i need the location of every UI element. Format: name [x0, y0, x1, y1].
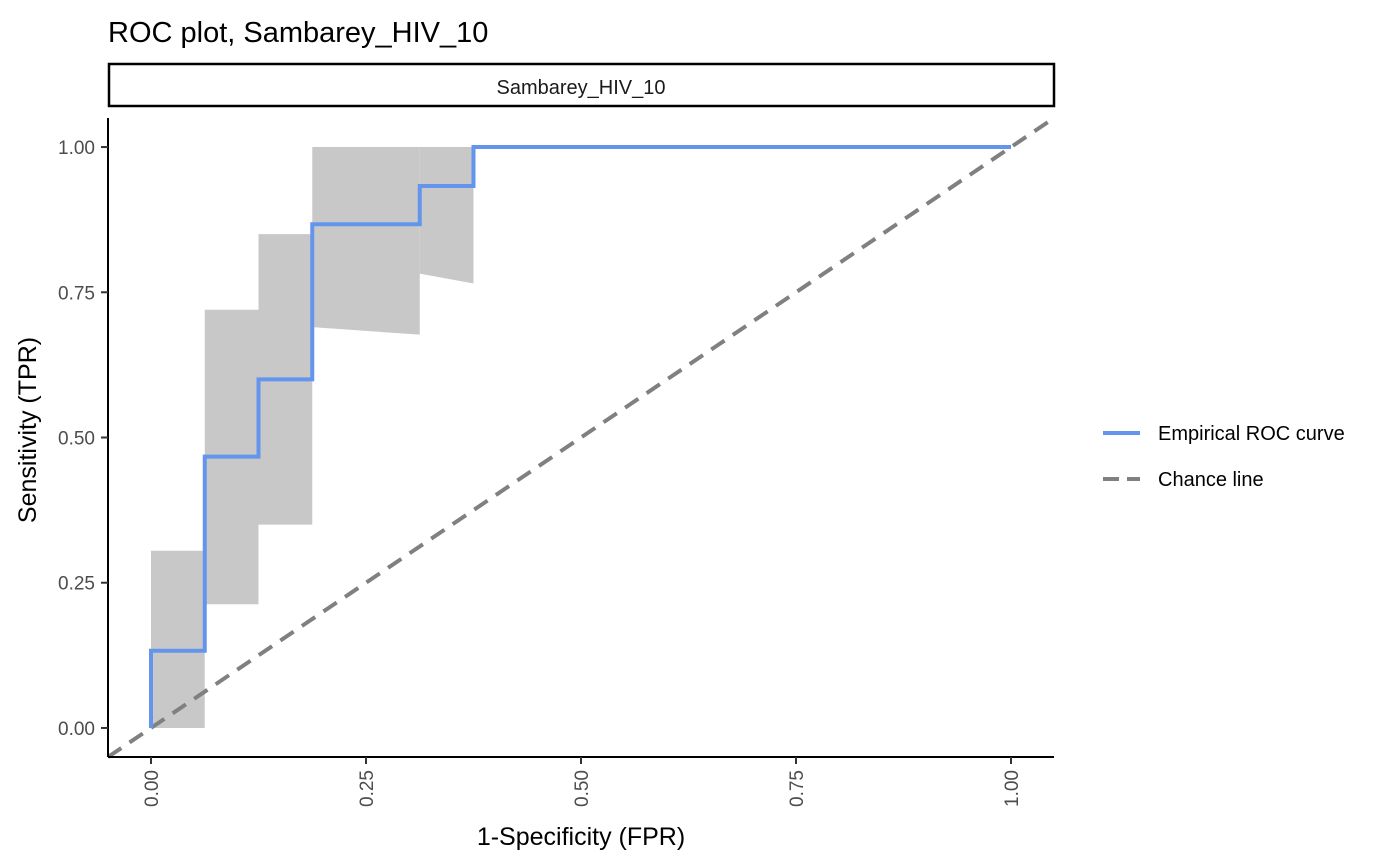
y-axis-title: Sensitivity (TPR)	[14, 337, 42, 523]
facet-strip	[107, 62, 1056, 108]
x-axis-title: 1-Specificity (FPR)	[477, 823, 685, 851]
x-axis-ticks: 0.00 0.25 0.50 0.75 1.00	[142, 757, 1023, 807]
y-tick-label: 1.00	[58, 138, 95, 159]
confidence-band-4	[419, 147, 474, 284]
y-tick-label: 0.50	[58, 429, 95, 450]
legend: Empirical ROC curve Chance line	[1103, 423, 1345, 491]
y-tick-label: 0.75	[58, 283, 95, 304]
x-tick-label: 1.00	[1002, 770, 1023, 807]
plot-area	[106, 116, 1056, 759]
y-tick-label: 0.25	[58, 574, 95, 595]
x-tick-label: 0.50	[572, 770, 593, 807]
roc-curve-line	[149, 145, 1011, 728]
chart-title: ROC plot, Sambarey_HIV_10	[108, 17, 488, 49]
chance-line	[106, 116, 1056, 759]
x-tick-label: 0.25	[357, 770, 378, 807]
x-tick-label: 0.00	[142, 770, 163, 807]
x-tick-label: 0.75	[787, 770, 808, 807]
legend-label-roc: Empirical ROC curve	[1158, 423, 1345, 445]
facet-strip-label: Sambarey_HIV_10	[497, 77, 666, 99]
y-tick-label: 0.00	[58, 719, 95, 740]
confidence-band-0	[151, 550, 205, 728]
confidence-band-3	[312, 147, 420, 335]
legend-label-chance: Chance line	[1158, 469, 1264, 491]
y-axis-ticks: 0.00 0.25 0.50 0.75 1.00	[58, 138, 108, 740]
